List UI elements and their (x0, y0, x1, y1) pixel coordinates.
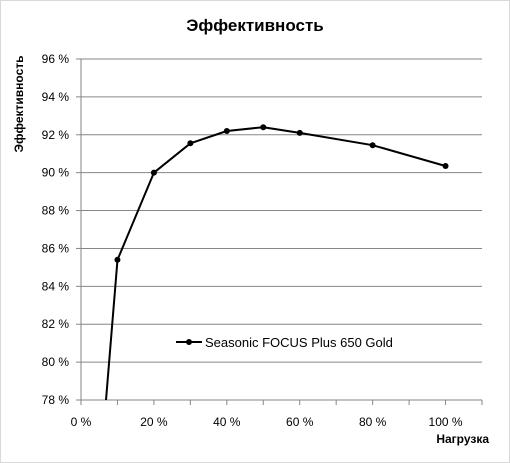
x-tick-label: 40 % (213, 415, 241, 429)
legend-label: Seasonic FOCUS Plus 650 Gold (205, 335, 393, 350)
x-tick-label: 0 % (71, 415, 92, 429)
y-tick-label: 84 % (42, 279, 70, 293)
axes (76, 58, 483, 405)
data-point (223, 127, 230, 134)
legend-marker-swatch (186, 339, 192, 345)
y-tick-label: 78 % (42, 393, 70, 407)
data-point (260, 124, 267, 131)
data-point (187, 140, 194, 147)
data-point (296, 129, 303, 136)
y-tick-label: 80 % (42, 355, 70, 369)
legend: Seasonic FOCUS Plus 650 Gold (176, 335, 393, 350)
series-layer (105, 124, 449, 400)
tick-labels: 78 % 80 % 82 % 84 % 86 % 88 % 90 % 92 % 94 % 96 %… (42, 52, 463, 429)
x-axis-title: Нагрузка (436, 432, 489, 446)
gridlines (81, 58, 482, 363)
y-tick-label: 92 % (42, 128, 70, 142)
x-tick-label: 100 % (429, 415, 463, 429)
y-tick-label: 86 % (42, 241, 70, 255)
data-point (369, 142, 376, 149)
chart-title: Эффективность (186, 16, 323, 35)
data-point (114, 256, 121, 263)
data-point (150, 169, 157, 176)
x-tick-label: 20 % (140, 415, 168, 429)
y-tick-label: 94 % (42, 90, 70, 104)
y-tick-label: 96 % (42, 52, 70, 66)
y-tick-label: 88 % (42, 204, 70, 218)
x-tick-label: 80 % (359, 415, 387, 429)
x-tick-label: 60 % (286, 415, 314, 429)
y-tick-label: 82 % (42, 317, 70, 331)
y-tick-label: 90 % (42, 166, 70, 180)
data-point (442, 163, 449, 170)
y-axis-title: Эффективность (12, 55, 26, 152)
